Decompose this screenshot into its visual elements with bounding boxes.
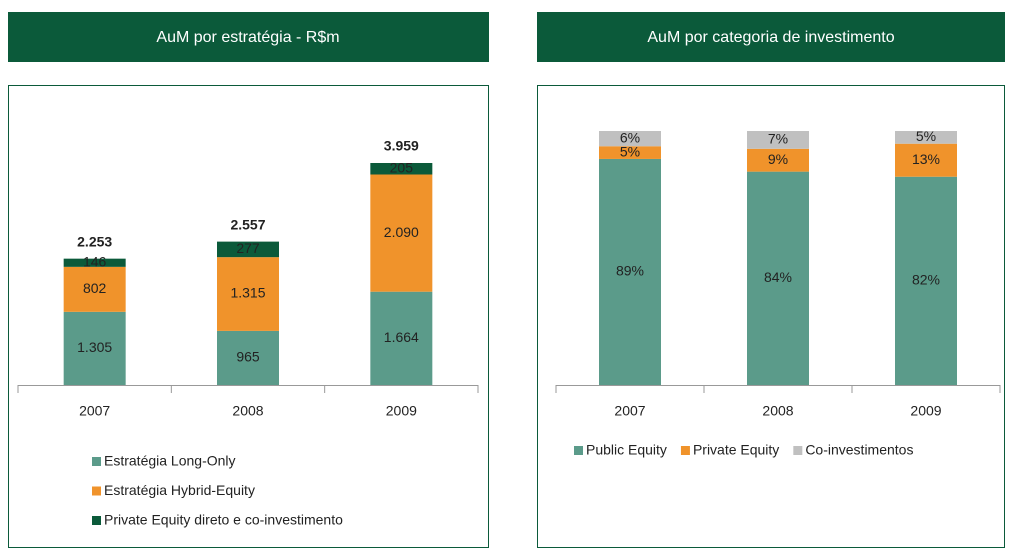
data-label: 6% — [620, 129, 640, 145]
bar-segment — [599, 158, 661, 385]
data-label: 84% — [764, 269, 792, 285]
data-label: 13% — [912, 151, 940, 167]
legend-swatch — [793, 446, 803, 455]
data-label: 965 — [236, 349, 260, 365]
legend-label: Estratégia Long-Only — [104, 453, 236, 469]
bar-segment — [217, 241, 279, 258]
x-tick-label: 2007 — [79, 403, 110, 419]
data-label: 5% — [916, 128, 936, 144]
header-bar — [537, 12, 1005, 62]
x-tick-label: 2009 — [910, 403, 941, 419]
data-label: 5% — [620, 143, 640, 159]
legend-label: Public Equity — [586, 442, 667, 458]
data-label: 205 — [390, 159, 414, 175]
chart-title: AuM por estratégia - R$m — [156, 29, 339, 46]
bar-segment — [895, 131, 957, 144]
x-tick-label: 2007 — [614, 403, 645, 419]
bar-segment — [63, 258, 126, 267]
legend-swatch — [92, 486, 101, 496]
bar-segment — [747, 171, 809, 385]
legend-label: Private Equity direto e co-investimento — [104, 512, 343, 528]
bar-segment — [370, 174, 433, 292]
x-tick-label: 2008 — [232, 403, 263, 419]
bar-segment — [599, 146, 661, 159]
bar-segment — [895, 143, 957, 177]
legend-swatch — [92, 457, 101, 466]
data-label: 82% — [912, 272, 940, 288]
total-label: 2.253 — [77, 233, 112, 249]
legend-label: Co-investimentos — [805, 442, 913, 458]
legend-swatch — [574, 446, 583, 455]
bar-segment — [217, 330, 279, 385]
bar-segment — [895, 176, 957, 385]
header-bar — [8, 12, 489, 62]
chart-title: AuM por categoria de investimento — [647, 29, 894, 46]
data-label: 146 — [83, 253, 107, 269]
data-label: 7% — [768, 131, 788, 147]
panel — [537, 85, 1005, 548]
x-tick-label: 2008 — [762, 403, 793, 419]
legend-swatch — [92, 516, 101, 525]
legend-label: Estratégia Hybrid-Equity — [104, 482, 255, 498]
data-label: 1.664 — [384, 329, 419, 345]
bar-segment — [370, 163, 433, 175]
bar-segment — [63, 311, 126, 385]
data-label: 1.305 — [77, 339, 112, 355]
bar-segment — [370, 291, 433, 385]
panel — [8, 85, 489, 548]
data-label: 2.090 — [384, 224, 419, 240]
bar-segment — [747, 131, 809, 149]
legend-label: Private Equity — [693, 442, 779, 458]
total-label: 3.959 — [384, 138, 419, 154]
total-label: 2.557 — [230, 216, 265, 232]
data-label: 802 — [83, 280, 107, 296]
data-label: 9% — [768, 151, 788, 167]
bar-segment — [217, 257, 279, 331]
legend-swatch — [680, 446, 690, 455]
bar-segment — [63, 266, 126, 312]
data-label: 1.315 — [230, 285, 265, 301]
bar-segment — [599, 131, 661, 147]
bar-segment — [747, 148, 809, 172]
x-tick-label: 2009 — [386, 403, 417, 419]
data-label: 89% — [616, 263, 644, 279]
data-label: 277 — [236, 240, 260, 256]
